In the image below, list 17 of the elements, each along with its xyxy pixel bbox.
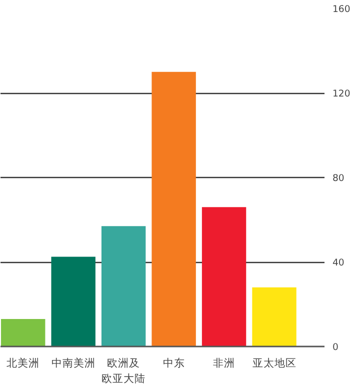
x-tick-label: 欧洲及欧亚大陆 [102, 356, 146, 386]
y-tick-label: 120 [332, 88, 350, 100]
x-tick-label: 北美洲 [6, 356, 40, 370]
y-tick-label: 160 [332, 4, 350, 15]
bar [252, 287, 296, 346]
bar [51, 256, 96, 346]
x-tick-label: 中东 [162, 356, 185, 370]
x-tick-label: 非洲 [213, 356, 236, 370]
y-tick-label: 0 [332, 342, 338, 353]
y-tick-label: 40 [332, 258, 344, 268]
bar [101, 226, 146, 346]
bar [202, 207, 246, 346]
bar [1, 319, 46, 346]
bar [152, 72, 196, 346]
x-tick-label: 亚太地区 [252, 356, 296, 370]
x-tick-label: 中南美洲 [51, 356, 96, 370]
y-tick-label: 80 [332, 173, 344, 184]
